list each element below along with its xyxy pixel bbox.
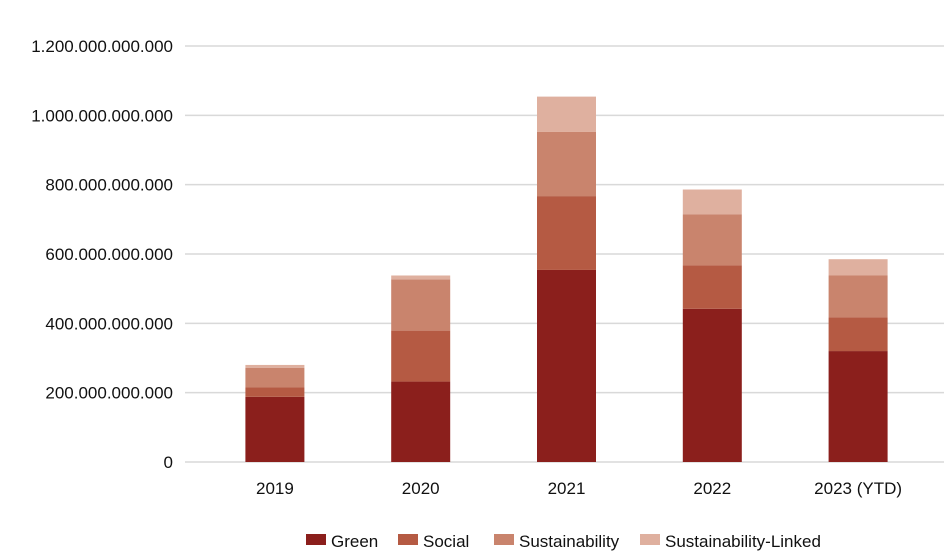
- bar-sustainability-4: [828, 275, 888, 318]
- legend: Green Social Sustainability Sustainability-…: [306, 532, 821, 551]
- bar-sustainability-linked-2: [537, 96, 596, 132]
- x-axis-tick-labels: 2019 2020 2021 2022 2023 (YTD): [256, 479, 902, 498]
- bar-sustainability-2: [537, 131, 596, 197]
- bar-sustainability-0: [245, 367, 305, 388]
- bar-social-3: [682, 265, 742, 309]
- legend-label: Sustainability: [519, 532, 620, 551]
- bar-sustainability-1: [391, 279, 451, 331]
- bars: [245, 96, 888, 462]
- bar-social-1: [391, 330, 451, 382]
- y-tick-label: 800.000.000.000: [45, 176, 173, 195]
- bar-sustainability-linked-3: [682, 189, 742, 215]
- x-tick-label: 2020: [402, 479, 440, 498]
- x-tick-label: 2023 (YTD): [814, 479, 902, 498]
- legend-swatch: [306, 534, 326, 545]
- bar-sustainability-linked-1: [391, 275, 451, 280]
- bar-social-4: [828, 317, 888, 352]
- legend-swatch: [640, 534, 660, 545]
- bar-social-0: [245, 387, 305, 397]
- y-tick-label: 600.000.000.000: [45, 245, 173, 264]
- y-tick-label: 1.200.000.000.000: [31, 37, 173, 56]
- bar-green-3: [682, 308, 742, 462]
- y-tick-label: 400.000.000.000: [45, 314, 173, 333]
- legend-swatch: [494, 534, 514, 545]
- bar-sustainability-linked-4: [828, 259, 888, 276]
- y-tick-label: 1.000.000.000.000: [31, 106, 173, 125]
- x-tick-label: 2019: [256, 479, 294, 498]
- y-tick-label: 200.000.000.000: [45, 384, 173, 403]
- bar-green-4: [828, 351, 888, 462]
- bar-green-0: [245, 396, 305, 462]
- bar-sustainability-3: [682, 214, 742, 266]
- bar-sustainability-linked-0: [245, 364, 305, 368]
- y-tick-label: 0: [164, 453, 173, 472]
- x-tick-label: 2022: [693, 479, 731, 498]
- bar-social-2: [537, 196, 596, 270]
- legend-swatch: [398, 534, 418, 545]
- bar-green-2: [537, 269, 596, 462]
- bar-green-1: [391, 381, 451, 462]
- legend-label: Social: [423, 532, 469, 551]
- x-tick-label: 2021: [548, 479, 586, 498]
- legend-label: Sustainability-Linked: [665, 532, 821, 551]
- y-axis-tick-labels: 0 200.000.000.000 400.000.000.000 600.000.0…: [31, 37, 173, 472]
- legend-label: Green: [331, 532, 378, 551]
